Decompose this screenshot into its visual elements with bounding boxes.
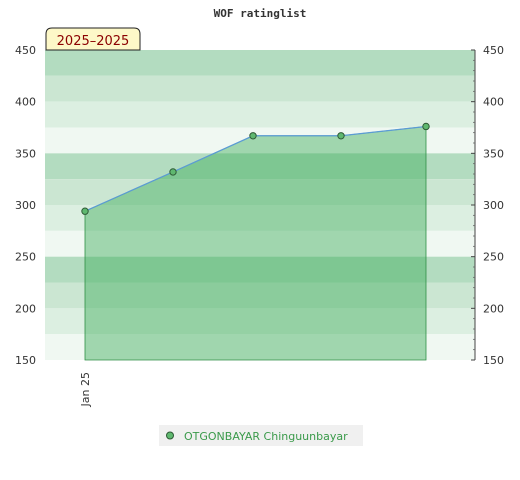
band	[45, 205, 475, 231]
x-axis: Jan 25	[79, 372, 92, 407]
data-point	[169, 168, 177, 176]
band	[45, 282, 475, 309]
band	[45, 334, 475, 360]
data-point	[249, 132, 257, 140]
y-tick-label-left: 350	[15, 147, 36, 160]
band	[45, 101, 475, 128]
y-tick-label-left: 200	[15, 302, 36, 315]
y-tick-label-left: 300	[15, 199, 36, 212]
y-tick-label-left: 250	[15, 251, 36, 264]
y-axis-left: 150 200 250 300 350 400 450	[15, 44, 36, 367]
data-point	[337, 132, 345, 140]
y-tick-label-right: 300	[483, 199, 504, 212]
y-tick-label-right: 250	[483, 251, 504, 264]
legend-series-name: OTGONBAYAR Chinguunbayar	[184, 430, 348, 443]
y-tick-label-left: 150	[15, 354, 36, 367]
band	[45, 256, 475, 283]
band	[45, 153, 475, 180]
chart-title: WOF ratinglist	[214, 7, 307, 20]
series-points	[81, 122, 430, 215]
data-point	[422, 122, 430, 131]
y-tick-label-right: 350	[483, 147, 504, 160]
y-tick-label-right: 200	[483, 302, 504, 315]
legend-marker	[166, 431, 174, 440]
y-tick-label-right: 400	[483, 96, 504, 109]
band	[45, 75, 475, 102]
background-bands	[45, 50, 475, 360]
band	[45, 308, 475, 335]
season-badge: 2025–2025	[45, 27, 141, 51]
y-tick-label-right: 450	[483, 44, 504, 57]
y-tick-label-left: 450	[15, 44, 36, 57]
y-tick-label-right: 150	[483, 354, 504, 367]
y-axis-right: 150 200 250 300 350 400 450	[471, 44, 504, 367]
band	[45, 179, 475, 205]
band	[45, 50, 475, 76]
band	[45, 230, 475, 257]
band	[45, 127, 475, 154]
y-tick-label-left: 400	[15, 96, 36, 109]
season-label: 2025–2025	[57, 34, 130, 49]
legend: OTGONBAYAR Chinguunbayar	[159, 425, 363, 446]
data-point	[81, 207, 89, 215]
x-tick-label: Jan 25	[79, 372, 92, 407]
